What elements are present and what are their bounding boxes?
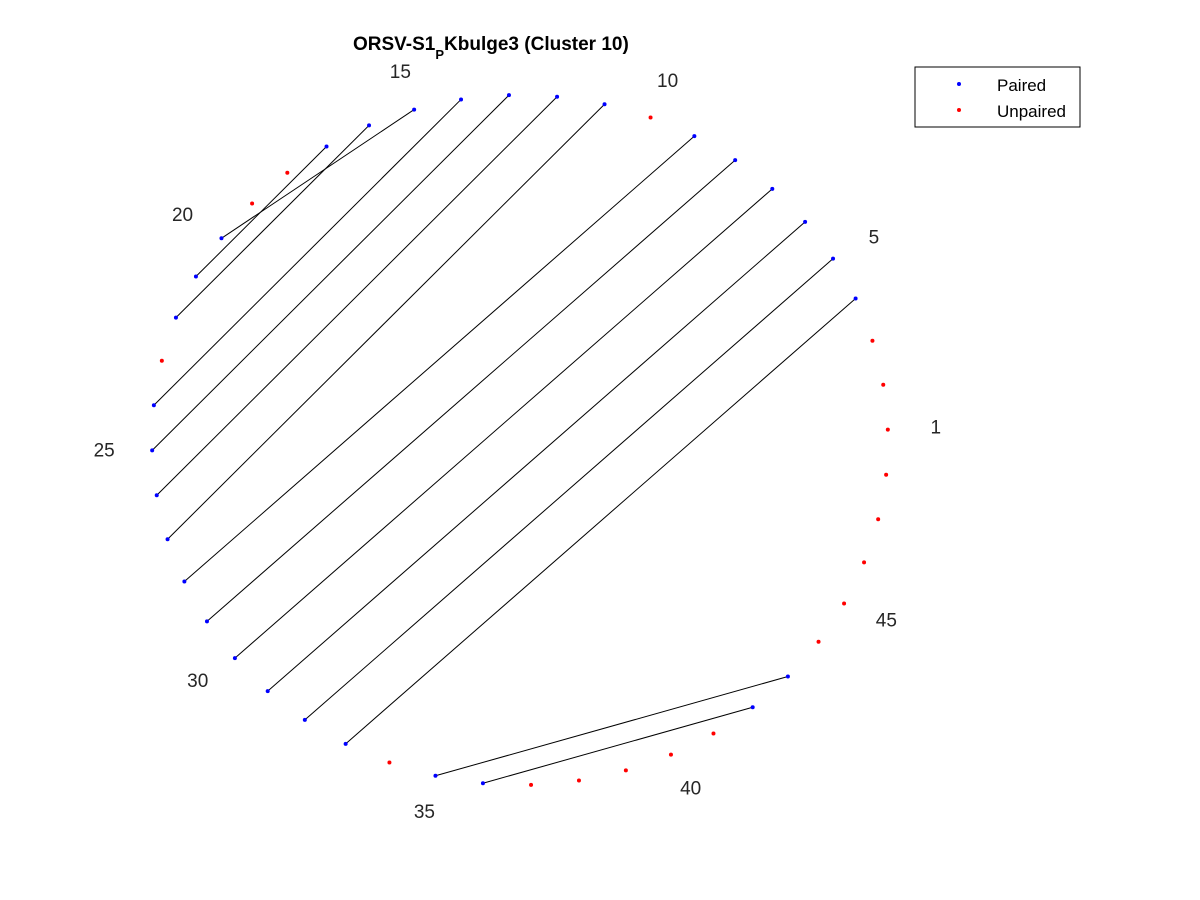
unpaired-nucleotide-dot [885,427,890,432]
paired-nucleotide-dot [173,315,178,320]
paired-nucleotide-dot [343,741,348,746]
paired-nucleotide-dot [324,144,329,149]
paired-nucleotide-dot [853,296,858,301]
legend-label-unpaired: Unpaired [997,102,1066,121]
paired-nucleotide-dot [602,102,607,107]
pair-line [267,221,806,692]
unpaired-nucleotide-dot [884,472,889,477]
paired-nucleotide-dot [506,93,511,98]
position-label: 5 [869,228,880,249]
unpaired-nucleotide-dot [870,338,875,343]
nucleotide-dots [150,93,890,787]
unpaired-nucleotide-dot [711,731,716,736]
position-label: 40 [680,778,701,799]
pair-line [206,159,736,622]
pair-line [345,298,856,745]
paired-nucleotide-dot [193,274,198,279]
paired-nucleotide-dot [302,717,307,722]
paired-nucleotide-dot [733,158,738,163]
paired-nucleotide-dot [692,134,697,139]
chart-title-subscript: P [435,47,444,62]
pair-line [184,135,695,582]
paired-nucleotide-dot [750,705,755,710]
unpaired-nucleotide-dot [576,778,581,783]
paired-nucleotide-dot [433,773,438,778]
pair-line [156,96,558,496]
paired-nucleotide-dot [150,448,155,453]
unpaired-nucleotide-dot [668,752,673,757]
paired-nucleotide-dot [803,219,808,224]
paired-nucleotide-dot [232,656,237,661]
paired-nucleotide-dot [154,493,159,498]
paired-nucleotide-dot [367,123,372,128]
legend-box [914,66,1081,128]
position-label: 45 [876,610,897,631]
unpaired-nucleotide-dot [648,115,653,120]
position-label: 25 [94,441,115,462]
legend-marker-paired [957,82,961,86]
pair-line [234,188,773,659]
paired-nucleotide-dot [831,256,836,261]
pair-lines [151,94,856,784]
position-label: 10 [657,71,678,92]
paired-nucleotide-dot [265,689,270,694]
legend-label-paired: Paired [997,76,1046,95]
pair-line [175,125,370,318]
paired-nucleotide-dot [785,674,790,679]
position-label: 15 [390,62,411,83]
unpaired-nucleotide-dot [159,358,164,363]
position-label: 30 [187,671,208,692]
position-label: 20 [172,205,193,226]
pair-line [221,109,415,239]
unpaired-nucleotide-dot [250,201,255,206]
unpaired-nucleotide-dot [876,517,881,522]
pair-line [151,94,510,451]
chart-title-rest: Kbulge3 (Cluster 10) [444,34,629,55]
pair-line [153,99,462,406]
unpaired-nucleotide-dot [842,601,847,606]
unpaired-nucleotide-dot [862,560,867,565]
pair-line [482,706,753,784]
paired-nucleotide-dot [770,186,775,191]
pair-line [167,103,605,540]
unpaired-nucleotide-dot [387,760,392,765]
unpaired-nucleotide-dot [285,170,290,175]
paired-nucleotide-dot [204,619,209,624]
paired-nucleotide-dot [555,94,560,99]
position-label: 1 [931,418,942,439]
paired-nucleotide-dot [459,97,464,102]
position-label: 35 [414,802,435,823]
paired-nucleotide-dot [182,579,187,584]
unpaired-nucleotide-dot [881,382,886,387]
legend: Paired Unpaired [914,66,1081,128]
paired-nucleotide-dot [412,107,417,112]
pair-line [435,676,789,777]
paired-nucleotide-dot [480,781,485,786]
paired-nucleotide-dot [219,236,224,241]
unpaired-nucleotide-dot [816,639,821,644]
chart-title: ORSV-S1PKbulge3 (Cluster 10) [353,34,629,62]
paired-nucleotide-dot [151,403,156,408]
unpaired-nucleotide-dot [623,768,628,773]
legend-marker-unpaired [957,108,961,112]
unpaired-nucleotide-dot [529,782,534,787]
paired-nucleotide-dot [165,537,170,542]
chart-title-main: ORSV-S1 [353,34,436,55]
pair-line [304,258,834,721]
